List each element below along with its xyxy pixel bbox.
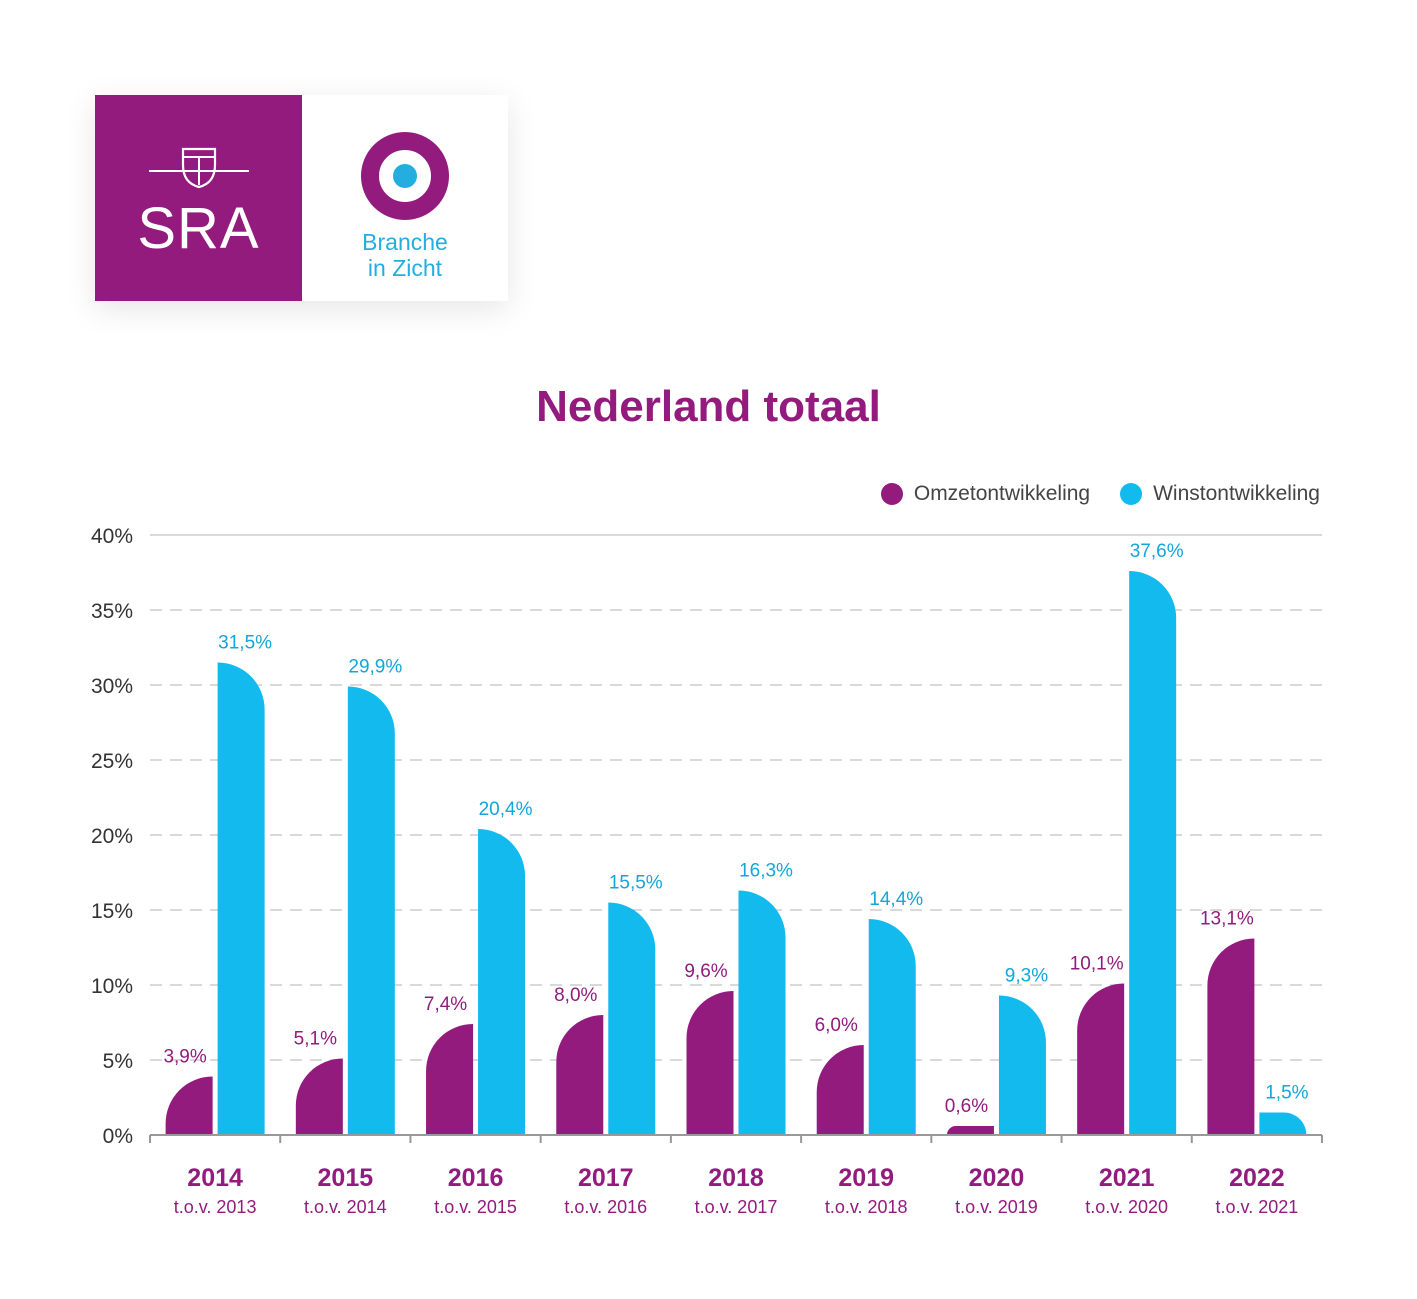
x-sublabel-2017: t.o.v. 2016 bbox=[564, 1197, 647, 1217]
bar-omzet-2022 bbox=[1207, 938, 1255, 1135]
bar-winst-2020 bbox=[998, 995, 1046, 1135]
data-label-omzet-2022: 13,1% bbox=[1200, 909, 1254, 930]
data-label-omzet-2021: 10,1% bbox=[1070, 954, 1124, 975]
y-tick-label: 25% bbox=[91, 750, 133, 773]
x-tick-label-2021: 2021 bbox=[1099, 1164, 1155, 1192]
legend-label-omzet: Omzetontwikkeling bbox=[913, 482, 1091, 505]
sra-logo-text: SRA bbox=[137, 196, 260, 261]
x-tick-label-2016: 2016 bbox=[448, 1164, 504, 1192]
bar-omzet-2014 bbox=[165, 1076, 213, 1135]
data-label-winst-2019: 14,4% bbox=[869, 889, 923, 910]
bar-omzet-2017 bbox=[556, 1015, 604, 1135]
x-tick-label-2018: 2018 bbox=[708, 1164, 764, 1192]
data-label-winst-2014: 31,5% bbox=[218, 633, 272, 654]
y-tick-label: 40% bbox=[91, 525, 133, 548]
x-tick-label-2020: 2020 bbox=[969, 1164, 1025, 1192]
data-label-omzet-2015: 5,1% bbox=[294, 1029, 337, 1050]
x-sublabel-2014: t.o.v. 2013 bbox=[174, 1197, 257, 1217]
bar-winst-2014 bbox=[217, 662, 265, 1135]
shield-crest-icon bbox=[149, 147, 249, 189]
bar-omzet-2021 bbox=[1077, 983, 1125, 1135]
legend-swatch-omzet bbox=[880, 483, 903, 505]
legend-item-omzet: Omzetontwikkeling bbox=[880, 482, 1091, 506]
bar-winst-2022 bbox=[1259, 1112, 1307, 1135]
data-label-omzet-2019: 6,0% bbox=[815, 1015, 858, 1036]
y-tick-label: 10% bbox=[91, 975, 133, 998]
data-label-winst-2015: 29,9% bbox=[348, 657, 402, 678]
y-tick-label: 20% bbox=[91, 825, 133, 848]
x-sublabel-2019: t.o.v. 2018 bbox=[825, 1197, 908, 1217]
data-label-winst-2017: 15,5% bbox=[609, 873, 663, 894]
y-tick-label: 30% bbox=[91, 675, 133, 698]
x-sublabel-2018: t.o.v. 2017 bbox=[695, 1197, 778, 1217]
x-tick-label-2019: 2019 bbox=[838, 1164, 894, 1192]
y-tick-label: 0% bbox=[103, 1125, 133, 1148]
branche-in-zicht-logo: Branche in Zicht bbox=[302, 95, 508, 301]
branche-line: Branche bbox=[362, 229, 448, 255]
x-tick-label-2014: 2014 bbox=[187, 1164, 243, 1192]
x-tick-label-2022: 2022 bbox=[1229, 1164, 1285, 1192]
data-label-winst-2022: 1,5% bbox=[1265, 1083, 1308, 1104]
data-label-omzet-2020: 0,6% bbox=[945, 1096, 988, 1117]
bar-omzet-2020 bbox=[946, 1126, 994, 1135]
data-label-winst-2020: 9,3% bbox=[1005, 966, 1048, 987]
chart-legend: Omzetontwikkeling Winstontwikkeling bbox=[880, 482, 1320, 506]
x-sublabel-2016: t.o.v. 2015 bbox=[434, 1197, 517, 1217]
bar-omzet-2015 bbox=[295, 1058, 343, 1135]
data-label-winst-2018: 16,3% bbox=[739, 861, 793, 882]
data-label-omzet-2016: 7,4% bbox=[424, 994, 467, 1015]
x-sublabel-2015: t.o.v. 2014 bbox=[304, 1197, 387, 1217]
bar-winst-2017 bbox=[608, 902, 656, 1135]
legend-item-winst: Winstontwikkeling bbox=[1120, 482, 1320, 506]
y-tick-label: 15% bbox=[91, 900, 133, 923]
bar-winst-2016 bbox=[478, 829, 526, 1135]
x-tick-label-2015: 2015 bbox=[318, 1164, 374, 1192]
bar-winst-2019 bbox=[868, 919, 916, 1135]
sra-logo: SRA bbox=[95, 95, 302, 301]
bar-winst-2015 bbox=[347, 686, 395, 1135]
data-label-winst-2016: 20,4% bbox=[479, 799, 533, 820]
bar-omzet-2016 bbox=[426, 1024, 474, 1135]
bar-winst-2021 bbox=[1129, 571, 1177, 1135]
bar-winst-2018 bbox=[738, 890, 786, 1135]
data-label-omzet-2014: 3,9% bbox=[163, 1047, 206, 1068]
legend-label-winst: Winstontwikkeling bbox=[1153, 482, 1320, 505]
logo-card: SRA Branche in Zicht bbox=[95, 95, 508, 301]
branche-in-zicht-text: Branche in Zicht bbox=[302, 229, 508, 281]
x-sublabel-2020: t.o.v. 2019 bbox=[955, 1197, 1038, 1217]
chart-title: Nederland totaal bbox=[536, 382, 881, 431]
data-label-winst-2021: 37,6% bbox=[1130, 541, 1184, 562]
legend-swatch-winst bbox=[1120, 483, 1143, 505]
bar-omzet-2018 bbox=[686, 991, 734, 1135]
in-zicht-line: in Zicht bbox=[367, 255, 443, 281]
x-sublabel-2022: t.o.v. 2021 bbox=[1216, 1197, 1299, 1217]
x-tick-label-2017: 2017 bbox=[578, 1164, 634, 1192]
data-label-omzet-2018: 9,6% bbox=[684, 961, 727, 982]
y-tick-label: 35% bbox=[91, 600, 133, 623]
bar-omzet-2019 bbox=[816, 1045, 864, 1135]
y-tick-label: 5% bbox=[103, 1050, 133, 1073]
data-label-omzet-2017: 8,0% bbox=[554, 985, 597, 1006]
x-sublabel-2021: t.o.v. 2020 bbox=[1085, 1197, 1168, 1217]
target-ring-icon bbox=[361, 132, 449, 220]
